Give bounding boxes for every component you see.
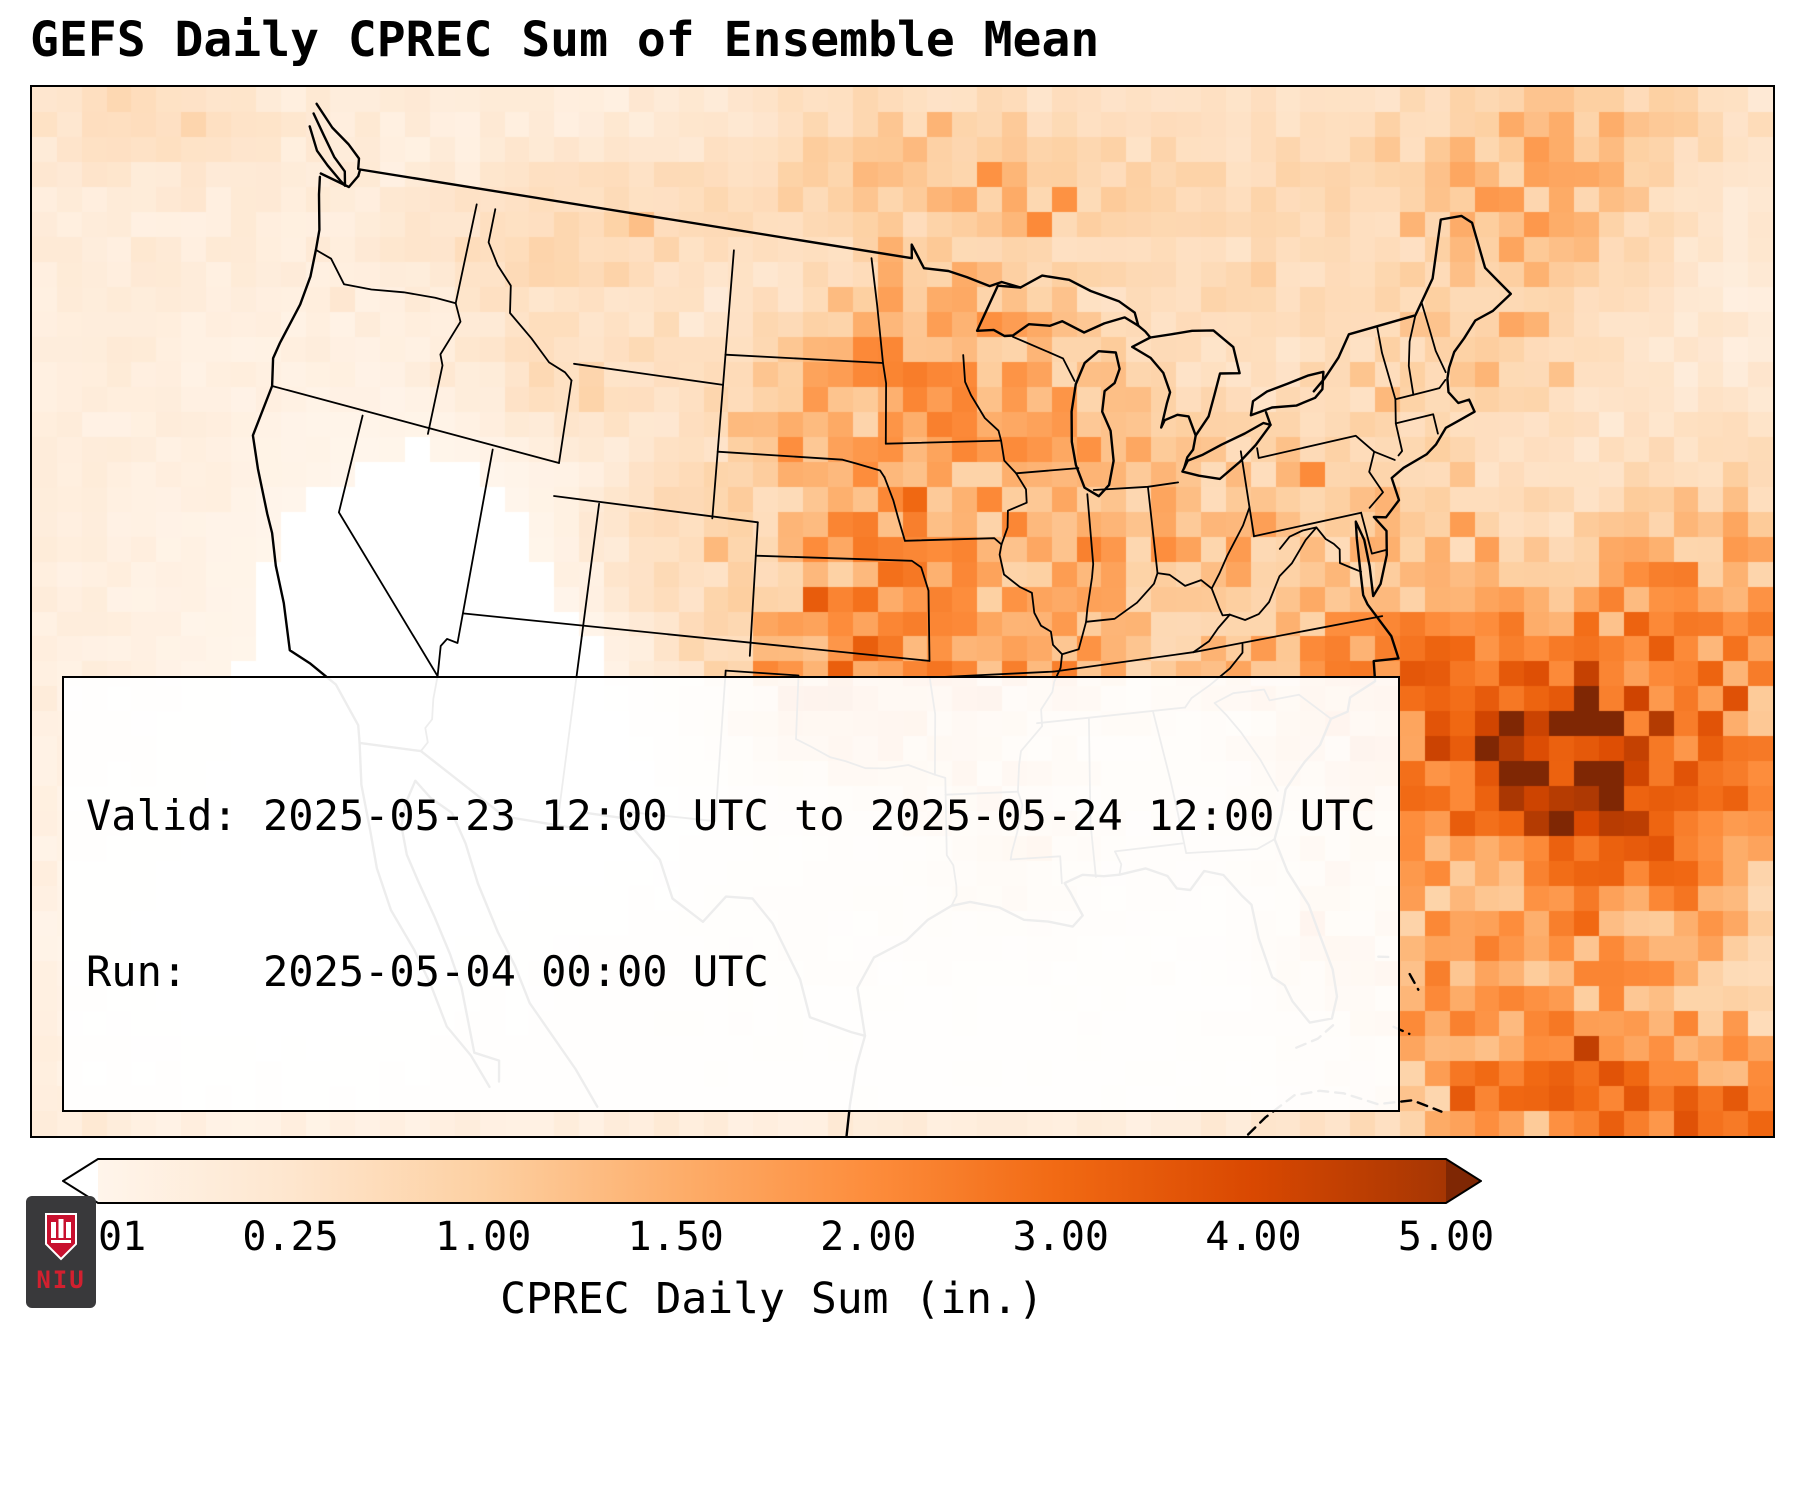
colorbar-over-arrow xyxy=(1446,1159,1481,1203)
colorbar-outline xyxy=(61,1158,1483,1204)
map-panel: Valid: 2025-05-23 12:00 UTC to 2025-05-2… xyxy=(30,85,1775,1138)
colorbar-tick-label: 1.00 xyxy=(434,1214,532,1260)
colorbar-tick-label: 4.00 xyxy=(1205,1214,1302,1260)
colorbar-tick-label: 1.50 xyxy=(627,1214,724,1260)
colorbar-tick-label: 3.00 xyxy=(1012,1214,1110,1260)
colorbar-tick-label: 5.00 xyxy=(1397,1214,1495,1260)
niu-logo: NIU xyxy=(26,1196,96,1308)
colorbar-tick-label: 0.25 xyxy=(242,1214,339,1260)
colorbar xyxy=(61,1158,1483,1204)
page-title: GEFS Daily CPREC Sum of Ensemble Mean xyxy=(30,12,1100,68)
colorbar-gradient xyxy=(98,1159,1446,1203)
run-line: Run: 2025-05-04 00:00 UTC xyxy=(86,947,769,996)
validity-box: Valid: 2025-05-23 12:00 UTC to 2025-05-2… xyxy=(62,676,1400,1112)
colorbar-ticks: 0.01 0.25 1.00 1.50 2.00 3.00 4.00 5.00 xyxy=(50,1214,1494,1264)
niu-castle-icon xyxy=(45,1212,77,1260)
niu-logo-text: NIU xyxy=(36,1265,86,1294)
colorbar-section: 0.01 0.25 1.00 1.50 2.00 3.00 4.00 5.00 CPREC D… xyxy=(50,1158,1494,1338)
colorbar-axis-label: CPREC Daily Sum (in.) xyxy=(500,1274,1044,1324)
colorbar-under-arrow xyxy=(63,1159,98,1203)
valid-line: Valid: 2025-05-23 12:00 UTC to 2025-05-2… xyxy=(86,791,1376,840)
colorbar-tick-label: 2.00 xyxy=(820,1214,917,1260)
